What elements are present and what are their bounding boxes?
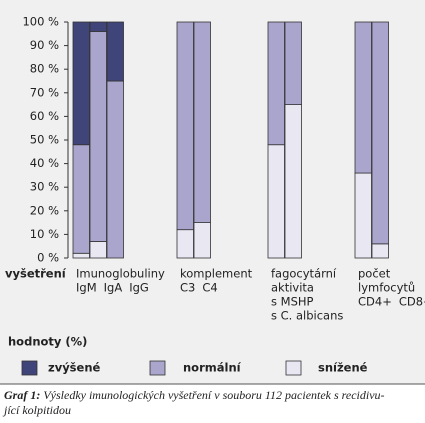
- group-title: počet: [358, 267, 391, 281]
- x-tick-label: IgA: [104, 281, 123, 295]
- y-tick-label: 20 %: [30, 203, 59, 217]
- x-tick-label: C4: [202, 281, 217, 295]
- bar-segment: [89, 21, 107, 32]
- bar-segment: [267, 144, 285, 259]
- caption: Graf 1: Výsledky imunologických vyšetřen…: [4, 388, 422, 418]
- x-tick-label: s MSHP: [271, 295, 314, 309]
- legend-swatch: [149, 360, 166, 376]
- legend-swatch: [21, 360, 38, 376]
- x-axis-label: vyšetření: [5, 267, 67, 281]
- group-title: lymfocytů: [358, 281, 415, 295]
- legend-title: hodnoty (%): [8, 335, 87, 349]
- bar-segment: [106, 21, 124, 82]
- x-tick-label: s C. albicans: [271, 309, 343, 323]
- bar-segment: [106, 80, 124, 259]
- bar-segment: [72, 252, 90, 259]
- y-tick-label: 60 %: [30, 109, 59, 123]
- y-tick-label: 90 %: [30, 38, 59, 52]
- legend-label: zvýšené: [48, 361, 101, 375]
- caption-line: Výsledky imunologických vyšetření v soub…: [43, 388, 385, 402]
- y-tick-label: 30 %: [30, 180, 59, 194]
- group-title: Imunoglobuliny: [76, 267, 165, 281]
- bar-segment: [193, 222, 211, 259]
- group-title: komplement: [180, 267, 253, 281]
- y-tick-label: 70 %: [30, 85, 59, 99]
- bar-segment: [176, 229, 194, 259]
- legend-label: normální: [183, 361, 242, 375]
- chart: vyšetření hodnoty (%) 0 % 10 % 20 % 30 % 40 …: [0, 0, 425, 385]
- bar-segment: [284, 104, 302, 259]
- caption-line: jící kolpitidou: [4, 403, 71, 417]
- x-tick-label: CD8+: [399, 295, 425, 309]
- group-title: fagocytární: [271, 267, 337, 281]
- bar-segment: [267, 21, 285, 146]
- y-tick-label: 0 %: [37, 251, 59, 265]
- x-tick-label: IgG: [129, 281, 149, 295]
- bar-segment: [72, 21, 90, 146]
- bar-segment: [354, 21, 372, 174]
- y-tick-label: 100 %: [22, 15, 59, 29]
- bar-segment: [72, 144, 90, 254]
- bar-segment: [284, 21, 302, 105]
- chart-background: [0, 0, 425, 384]
- bar-segment: [193, 21, 211, 224]
- bar-segment: [371, 243, 389, 259]
- bar-segment: [371, 21, 389, 245]
- legend-label: snížené: [318, 361, 368, 375]
- legend-swatch: [285, 360, 302, 376]
- bar-segment: [176, 21, 194, 231]
- y-tick-label: 40 %: [30, 156, 59, 170]
- y-tick-label: 50 %: [30, 133, 59, 147]
- bar-segment: [89, 31, 107, 242]
- bar-segment: [354, 172, 372, 259]
- x-tick-label: C3: [180, 281, 195, 295]
- bar-segment: [89, 241, 107, 259]
- x-tick-label: IgM: [76, 281, 97, 295]
- x-tick-label: CD4+: [358, 295, 392, 309]
- caption-label: Graf 1:: [4, 388, 41, 402]
- y-tick-label: 80 %: [30, 62, 59, 76]
- y-tick-label: 10 %: [30, 227, 59, 241]
- group-title: aktivita: [271, 281, 314, 295]
